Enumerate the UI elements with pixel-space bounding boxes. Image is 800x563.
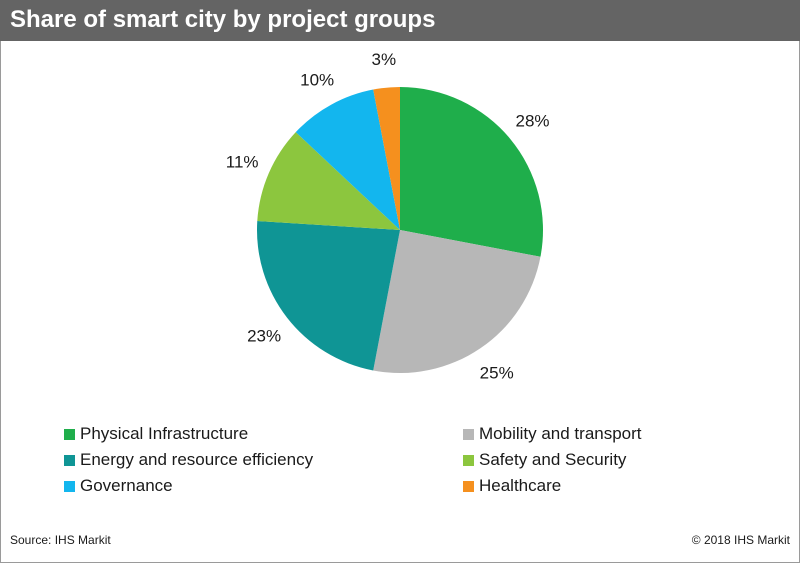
pie-label: 23%	[247, 326, 281, 345]
copyright-note: © 2018 IHS Markit	[691, 533, 790, 547]
pie-slice-governance	[295, 89, 400, 230]
legend-label: Physical Infrastructure	[80, 424, 249, 443]
legend-label: Safety and Security	[479, 450, 627, 469]
pie-slice-physical-infrastructure	[400, 87, 544, 257]
legend-item-safety-security: Safety and Security	[463, 450, 626, 470]
pie-label: 28%	[516, 111, 550, 130]
legend-swatch	[463, 454, 474, 466]
pie-slice-energy-and-resource-efficiency	[256, 221, 400, 371]
legend-label: Mobility and transport	[479, 424, 642, 443]
pie-slices	[256, 87, 544, 373]
legend-swatch	[64, 454, 75, 466]
pie-labels: 28% 25% 23% 11% 10% 3%	[226, 50, 550, 382]
pie-label: 3%	[372, 50, 397, 69]
legend-swatch	[463, 428, 474, 440]
legend-swatch	[64, 480, 75, 492]
legend-item-governance: Governance	[64, 476, 173, 496]
legend-label: Governance	[80, 476, 173, 495]
source-note: Source: IHS Markit	[10, 533, 111, 547]
pie-slice-healthcare	[373, 87, 400, 230]
chart-title: Share of smart city by project groups	[10, 6, 436, 33]
pie-slice-mobility-and-transport	[373, 230, 541, 373]
legend-item-mobility-transport: Mobility and transport	[463, 424, 642, 444]
title-bar: Share of smart city by project groups	[0, 0, 800, 41]
pie-slice-safety-and-security	[257, 132, 400, 230]
legend-swatch	[463, 480, 474, 492]
legend-label: Healthcare	[479, 476, 562, 495]
legend-item-healthcare: Healthcare	[463, 476, 561, 496]
legend-item-physical-infrastructure: Physical Infrastructure	[64, 424, 248, 444]
legend-item-energy-resource: Energy and resource efficiency	[64, 450, 313, 470]
pie-label: 10%	[300, 70, 334, 89]
pie-chart: 28% 25% 23% 11% 10% 3%	[226, 50, 550, 382]
pie-label: 11%	[226, 153, 259, 172]
pie-label: 25%	[480, 363, 514, 382]
legend-swatch	[64, 428, 75, 440]
legend-label: Energy and resource efficiency	[80, 450, 314, 469]
